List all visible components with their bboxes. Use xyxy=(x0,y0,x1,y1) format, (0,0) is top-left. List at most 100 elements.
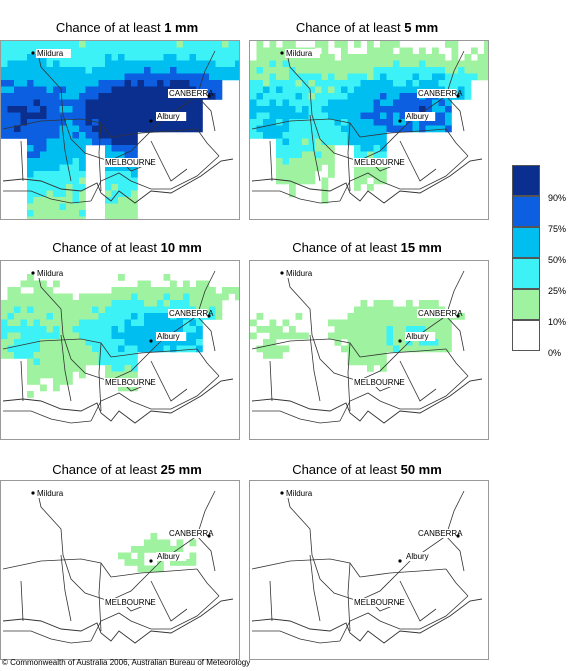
probability-cell xyxy=(360,145,368,152)
probability-cell xyxy=(53,106,60,113)
probability-cell xyxy=(438,332,446,340)
probability-cell xyxy=(315,80,322,87)
probability-cell xyxy=(118,203,125,211)
probability-cell xyxy=(341,112,348,120)
probability-cell xyxy=(354,99,361,107)
probability-cell xyxy=(85,358,93,366)
probability-cell xyxy=(373,300,381,307)
probability-cell xyxy=(111,371,119,379)
probability-cell xyxy=(373,138,381,146)
probability-cell xyxy=(79,41,86,48)
probability-cell xyxy=(118,274,125,281)
probability-cell xyxy=(302,171,309,178)
probability-cell xyxy=(111,67,119,74)
melbourne-label: MELBOURNE xyxy=(354,158,405,167)
probability-cell xyxy=(46,86,54,94)
probability-cell xyxy=(118,67,125,74)
probability-cell xyxy=(79,93,86,100)
probability-cell xyxy=(72,365,80,372)
probability-cell xyxy=(7,352,15,359)
probability-cell xyxy=(150,313,158,320)
probability-cell xyxy=(289,177,296,185)
probability-cell xyxy=(85,339,93,346)
probability-cell xyxy=(118,151,125,159)
probability-cell xyxy=(393,41,400,48)
probability-cell xyxy=(27,132,34,139)
mildura-label: Mildura xyxy=(37,269,64,278)
probability-cell xyxy=(328,332,335,340)
probability-cell xyxy=(458,313,465,320)
probability-cell xyxy=(393,67,400,74)
probability-cell xyxy=(438,125,446,133)
probability-cell xyxy=(215,73,223,81)
probability-cell xyxy=(295,158,303,165)
probability-cell xyxy=(393,306,400,314)
probability-cell xyxy=(347,345,355,353)
probability-cell xyxy=(347,99,355,107)
probability-cell xyxy=(105,190,112,198)
probability-cell xyxy=(380,300,387,307)
probability-cell xyxy=(282,164,290,172)
probability-cell xyxy=(438,60,446,68)
probability-cell xyxy=(256,119,264,126)
mildura-marker xyxy=(280,491,284,495)
probability-cell xyxy=(14,47,21,55)
probability-cell xyxy=(360,80,368,87)
probability-cell xyxy=(321,190,329,198)
probability-cell xyxy=(118,106,125,113)
probability-cell xyxy=(40,106,47,113)
probability-cell xyxy=(367,365,374,372)
probability-cell xyxy=(341,73,348,81)
probability-cell xyxy=(14,125,21,133)
probability-cell xyxy=(315,73,322,81)
probability-cell xyxy=(451,67,459,74)
probability-cell xyxy=(66,365,73,372)
district-boundary xyxy=(309,114,321,182)
probability-cell xyxy=(163,60,171,68)
probability-cell xyxy=(269,345,277,353)
probability-cell xyxy=(105,138,112,146)
probability-cell xyxy=(40,164,47,172)
probability-cell xyxy=(183,339,190,346)
albury-label: Albury xyxy=(157,552,180,561)
probability-cell xyxy=(150,41,158,48)
probability-cell xyxy=(189,119,197,126)
probability-cell xyxy=(295,132,303,139)
probability-cell xyxy=(53,158,60,165)
probability-cell xyxy=(105,86,112,94)
probability-cell xyxy=(170,54,177,61)
mildura-label-bg xyxy=(36,489,71,498)
probability-cell xyxy=(367,80,374,87)
district-boundary xyxy=(3,630,92,644)
probability-cell xyxy=(432,54,439,61)
probability-cell xyxy=(59,190,67,198)
probability-cell xyxy=(53,177,60,185)
probability-cell xyxy=(302,164,309,172)
probability-cell xyxy=(209,300,216,307)
probability-cell xyxy=(118,293,125,301)
probability-cell xyxy=(59,41,67,48)
panel-title-25mm: Chance of at least 25 mm xyxy=(52,462,202,477)
albury-label-bg xyxy=(156,112,187,121)
probability-cell xyxy=(189,73,197,81)
probability-cell xyxy=(150,339,158,346)
probability-cell xyxy=(256,93,264,100)
probability-cell xyxy=(79,106,86,113)
mildura-marker xyxy=(280,51,284,55)
probability-cell xyxy=(27,190,34,198)
probability-cell xyxy=(105,99,112,107)
probability-cell xyxy=(111,345,119,353)
probability-cell xyxy=(380,339,387,346)
district-boundary xyxy=(251,558,361,578)
probability-cell xyxy=(250,60,257,68)
albury-label-bg xyxy=(156,332,187,341)
probability-cell xyxy=(386,326,394,333)
probability-cell xyxy=(92,300,99,307)
probability-cell xyxy=(144,293,151,301)
probability-cell xyxy=(302,67,309,74)
probability-cell xyxy=(53,293,60,301)
probability-cell xyxy=(53,332,60,340)
probability-cell xyxy=(53,86,60,94)
probability-cell xyxy=(14,339,21,346)
probability-cell xyxy=(124,365,132,372)
